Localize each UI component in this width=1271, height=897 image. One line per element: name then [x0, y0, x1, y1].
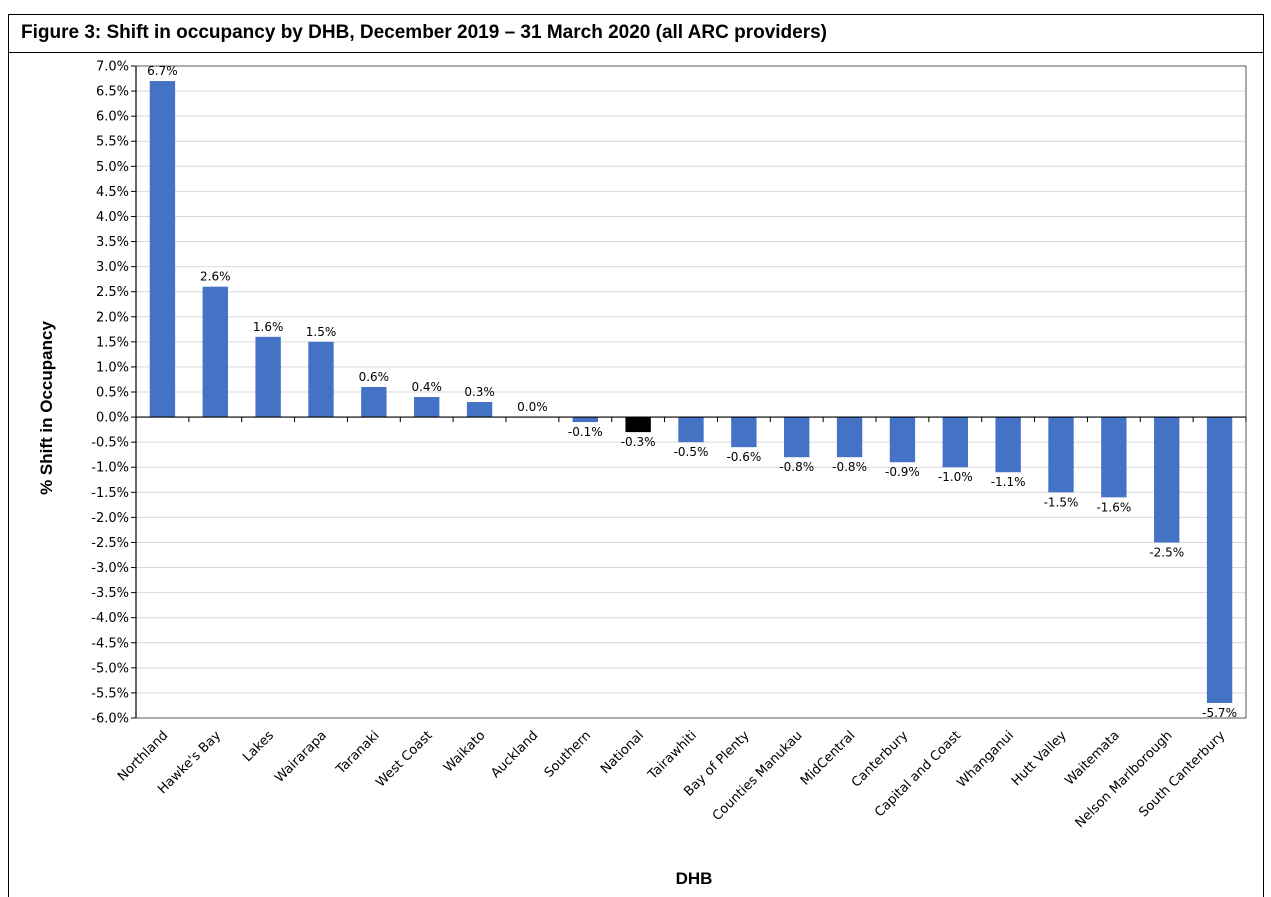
data-label: 0.0%: [517, 400, 548, 414]
bar: [625, 417, 651, 433]
y-tick-label: -3.5%: [91, 586, 129, 601]
category-label: Tairawhiti: [645, 728, 700, 783]
bar: [731, 417, 757, 448]
data-label: -0.5%: [674, 445, 709, 459]
bar: [149, 81, 176, 418]
category-label: Hutt Valley: [1009, 728, 1070, 789]
data-label: 2.6%: [200, 270, 231, 284]
bar: [678, 417, 704, 443]
bar: [889, 417, 916, 463]
y-axis-title: % Shift in Occupancy: [37, 321, 56, 495]
data-label: -0.9%: [885, 465, 920, 479]
category-label: Whanganui: [954, 728, 1017, 791]
y-tick-label: -1.0%: [91, 461, 129, 476]
bar: [1154, 417, 1180, 543]
y-tick-label: 4.5%: [96, 185, 129, 200]
bar: [1206, 417, 1233, 703]
category-label: Lakes: [240, 728, 277, 765]
data-label: 0.4%: [411, 380, 442, 394]
bar: [784, 417, 810, 458]
data-label: -1.5%: [1044, 495, 1079, 509]
bar: [202, 286, 228, 418]
data-label: -0.8%: [832, 460, 867, 474]
bar: [836, 417, 863, 458]
data-label: -0.8%: [779, 460, 814, 474]
category-label: Northland: [115, 728, 171, 784]
y-tick-label: 2.0%: [96, 310, 129, 325]
data-label: -1.6%: [1096, 500, 1131, 514]
category-label: Counties Manukau: [710, 728, 806, 824]
y-tick-label: 7.0%: [96, 60, 129, 75]
data-label: 0.3%: [464, 385, 495, 399]
y-tick-label: 1.0%: [96, 360, 129, 375]
data-labels: 6.7% 2.6% 1.6% 1.5% 0.6% 0.4% 0.3% 0.0% -0.1% -0.…: [147, 64, 1237, 720]
data-label: -1.0%: [938, 470, 973, 484]
y-tick-label: -4.0%: [91, 611, 129, 626]
y-tick-label: 1.5%: [96, 335, 129, 350]
gridlines: [136, 65, 1246, 719]
category-label: Waikato: [441, 728, 488, 775]
y-tick-label: -1.5%: [91, 486, 129, 501]
y-tick-label: -5.0%: [91, 661, 129, 676]
y-tick-label: 3.0%: [96, 260, 129, 275]
bar: [466, 402, 493, 418]
data-label: -0.1%: [568, 425, 603, 439]
data-label: 1.5%: [306, 325, 337, 339]
category-label: Taranaki: [333, 728, 383, 778]
y-tick-label: -2.5%: [91, 536, 129, 551]
category-label: Wairarapa: [272, 728, 330, 786]
data-label: 0.6%: [359, 370, 390, 384]
y-tick-label: -5.5%: [91, 686, 129, 701]
y-tick-label: 0.5%: [96, 386, 129, 401]
data-label: 1.6%: [253, 320, 284, 334]
y-tick-label: -0.5%: [91, 436, 129, 451]
y-tick-label: -2.0%: [91, 511, 129, 526]
category-label: Southern: [542, 728, 594, 780]
category-label: West Coast: [373, 728, 435, 790]
data-label: 6.7%: [147, 64, 178, 78]
data-label: -2.5%: [1149, 545, 1184, 559]
bar: [414, 397, 440, 418]
y-tick-label: 2.5%: [96, 285, 129, 300]
data-label: -0.3%: [621, 435, 656, 449]
category-label: Nelson Marlborough: [1073, 728, 1176, 831]
y-tick-labels: -6.0% -5.5% -5.0% -4.5% -4.0% -3.5% -3.0% -2.5%…: [91, 60, 129, 727]
data-label: -5.7%: [1202, 706, 1237, 720]
y-tick-label: 5.0%: [96, 160, 129, 175]
y-tick-label: -3.0%: [91, 561, 129, 576]
category-label: Auckland: [488, 728, 541, 781]
bar: [942, 417, 968, 468]
y-tick-label: 6.0%: [96, 110, 129, 125]
bar: [1101, 417, 1127, 498]
figure-frame: Figure 3: Shift in occupancy by DHB, Dec…: [8, 14, 1264, 897]
bars: [149, 81, 1233, 703]
y-tick-label: -4.5%: [91, 636, 129, 651]
y-tick-label: 6.5%: [96, 85, 129, 100]
axes: [131, 65, 1247, 719]
bar: [255, 336, 281, 418]
y-tick-label: 3.5%: [96, 235, 129, 250]
bar: [1048, 417, 1074, 493]
x-axis-title: DHB: [676, 869, 713, 888]
bar: [995, 417, 1021, 473]
category-label: National: [598, 728, 647, 777]
y-tick-label: 0.0%: [96, 411, 129, 426]
figure-title: Figure 3: Shift in occupancy by DHB, Dec…: [21, 22, 828, 43]
y-tick-label: 4.0%: [96, 210, 129, 225]
bar: [572, 417, 598, 423]
bar: [361, 386, 387, 418]
bar: [308, 341, 334, 418]
data-label: -1.1%: [991, 475, 1026, 489]
figure-title-bar: Figure 3: Shift in occupancy by DHB, Dec…: [9, 15, 1263, 53]
data-label: -0.6%: [726, 450, 761, 464]
y-tick-label: 5.5%: [96, 135, 129, 150]
y-tick-label: -6.0%: [91, 712, 129, 727]
